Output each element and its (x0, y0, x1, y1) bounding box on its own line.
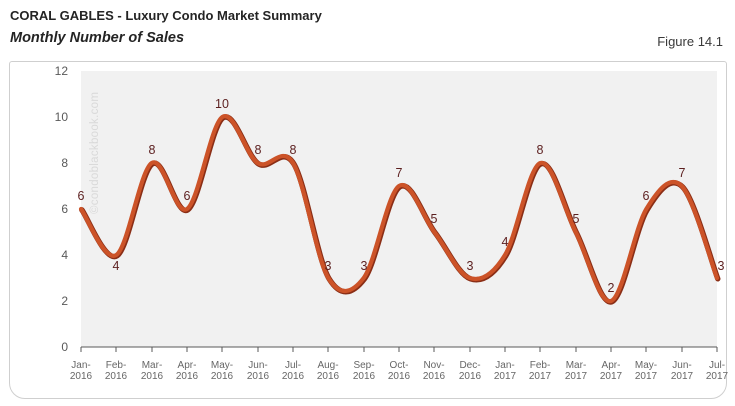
svg-text:5: 5 (431, 212, 438, 226)
svg-text:Jan-: Jan- (495, 360, 514, 371)
svg-text:Feb-: Feb- (530, 360, 551, 371)
svg-text:10: 10 (215, 97, 229, 111)
svg-text:2016: 2016 (282, 371, 305, 382)
svg-text:6: 6 (643, 189, 650, 203)
svg-text:8: 8 (149, 143, 156, 157)
svg-text:2: 2 (608, 281, 615, 295)
svg-text:2016: 2016 (211, 371, 234, 382)
svg-text:7: 7 (396, 166, 403, 180)
svg-text:2016: 2016 (317, 371, 340, 382)
svg-text:Mar-: Mar- (142, 360, 163, 371)
svg-text:10: 10 (55, 110, 69, 124)
svg-text:Apr-: Apr- (602, 360, 621, 371)
svg-text:Jun-: Jun- (248, 360, 267, 371)
svg-text:2016: 2016 (176, 371, 199, 382)
svg-text:2016: 2016 (105, 371, 128, 382)
svg-text:2017: 2017 (671, 371, 694, 382)
svg-text:2016: 2016 (388, 371, 411, 382)
svg-text:Jul-: Jul- (709, 360, 725, 371)
svg-text:8: 8 (290, 143, 297, 157)
svg-text:12: 12 (55, 64, 69, 78)
svg-text:May-: May- (211, 360, 233, 371)
svg-text:2017: 2017 (635, 371, 658, 382)
svg-text:May-: May- (635, 360, 657, 371)
svg-text:2017: 2017 (494, 371, 517, 382)
svg-text:2016: 2016 (353, 371, 376, 382)
svg-text:5: 5 (573, 212, 580, 226)
svg-text:2016: 2016 (423, 371, 446, 382)
svg-text:4: 4 (61, 248, 68, 262)
svg-text:2016: 2016 (70, 371, 93, 382)
svg-text:Aug-: Aug- (317, 360, 338, 371)
svg-text:0: 0 (61, 340, 68, 354)
svg-text:3: 3 (718, 259, 725, 273)
svg-text:6: 6 (184, 189, 191, 203)
svg-text:Jan-: Jan- (71, 360, 90, 371)
svg-text:Sep-: Sep- (353, 360, 374, 371)
svg-text:Dec-: Dec- (459, 360, 480, 371)
svg-text:2017: 2017 (706, 371, 729, 382)
svg-text:3: 3 (361, 259, 368, 273)
svg-text:2017: 2017 (600, 371, 623, 382)
svg-text:Nov-: Nov- (423, 360, 444, 371)
svg-text:8: 8 (537, 143, 544, 157)
svg-text:7: 7 (679, 166, 686, 180)
svg-text:3: 3 (325, 259, 332, 273)
svg-text:Jun-: Jun- (672, 360, 691, 371)
svg-text:Jul-: Jul- (285, 360, 301, 371)
svg-text:2017: 2017 (565, 371, 588, 382)
svg-text:6: 6 (61, 202, 68, 216)
svg-text:2016: 2016 (141, 371, 164, 382)
svg-text:3: 3 (467, 259, 474, 273)
svg-text:2017: 2017 (529, 371, 552, 382)
svg-text:2: 2 (61, 294, 68, 308)
svg-text:4: 4 (502, 235, 509, 249)
svg-text:2016: 2016 (459, 371, 482, 382)
svg-text:Feb-: Feb- (106, 360, 127, 371)
svg-text:Apr-: Apr- (178, 360, 197, 371)
svg-text:8: 8 (255, 143, 262, 157)
svg-text:4: 4 (113, 259, 120, 273)
svg-text:8: 8 (61, 156, 68, 170)
svg-text:Mar-: Mar- (566, 360, 587, 371)
svg-text:6: 6 (78, 189, 85, 203)
svg-text:2016: 2016 (247, 371, 270, 382)
svg-text:Oct-: Oct- (390, 360, 409, 371)
